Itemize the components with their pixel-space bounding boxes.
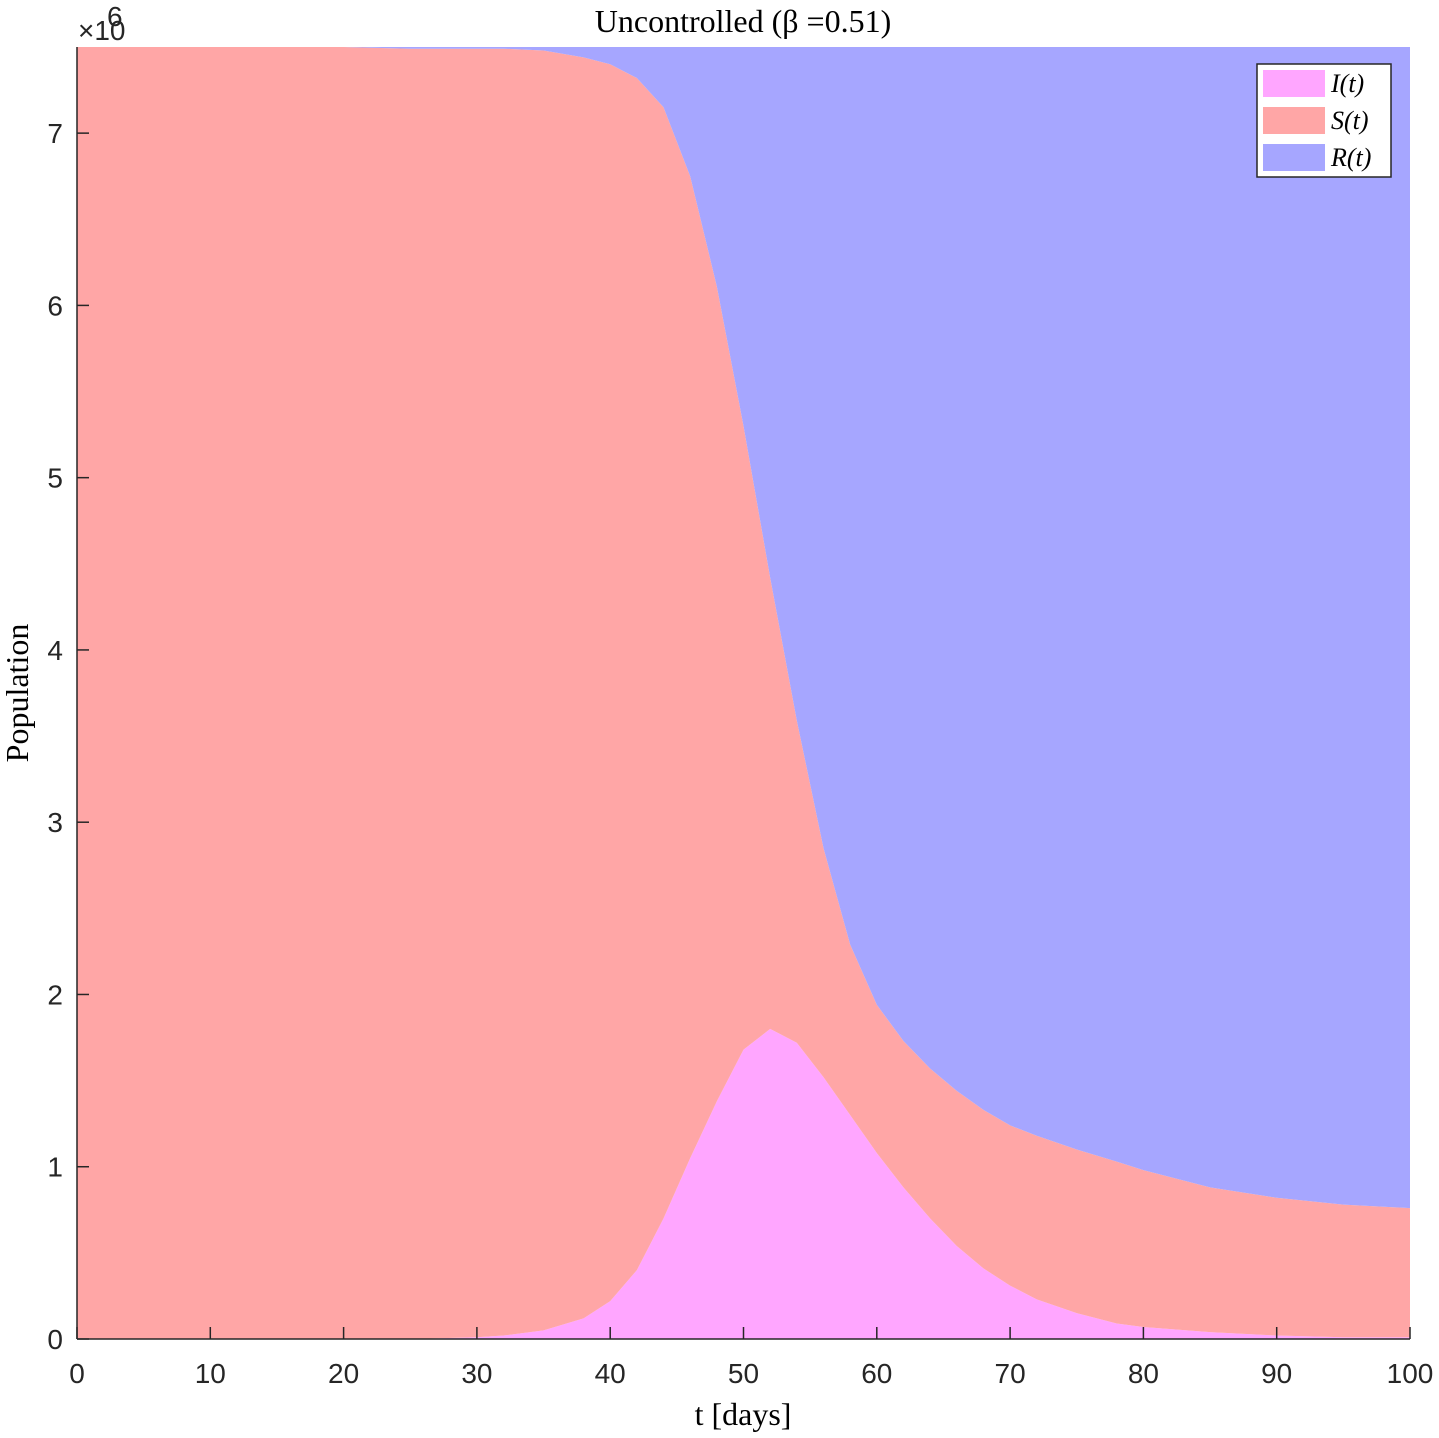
area-series-3 (77, 47, 1410, 1209)
legend-swatch (1263, 70, 1325, 97)
y-exponent-power: 6 (107, 1, 123, 32)
x-tick-label: 80 (1128, 1358, 1159, 1389)
legend-items: I(t) S(t) R(t) (1263, 69, 1371, 172)
x-tick-label: 100 (1387, 1358, 1434, 1389)
x-tick-label: 70 (995, 1358, 1026, 1389)
plot-areas (77, 47, 1410, 1339)
x-tick-label: 10 (195, 1358, 226, 1389)
area-series-2 (77, 47, 1410, 1339)
y-exponent-label: ×10 (78, 15, 126, 46)
x-tick-label: 40 (595, 1358, 626, 1389)
y-axis: 0 1 2 3 4 5 6 7 (47, 47, 89, 1355)
chart-title: Uncontrolled (β =0.51) (595, 3, 891, 39)
x-axis: 0 10 20 30 40 50 60 70 80 90 100 (69, 1327, 1433, 1389)
legend: I(t) S(t) R(t) (1256, 63, 1392, 178)
legend-label: I(t) (1330, 69, 1364, 98)
y-tick-label: 5 (47, 463, 63, 494)
x-tick-label: 20 (328, 1358, 359, 1389)
y-tick-label: 4 (47, 635, 63, 666)
y-tick-label: 2 (47, 979, 63, 1010)
y-tick-label: 0 (47, 1324, 63, 1355)
legend-swatch (1263, 107, 1325, 134)
legend-label: R(t) (1330, 143, 1371, 172)
area-series-1 (77, 1028, 1410, 1339)
legend-swatch (1263, 144, 1325, 171)
x-tick-label: 30 (461, 1358, 492, 1389)
y-tick-label: 6 (47, 290, 63, 321)
y-tick-label: 7 (47, 118, 63, 149)
y-axis-title: Population (0, 624, 35, 763)
x-axis-title: t [days] (695, 1396, 792, 1432)
x-tick-label: 90 (1261, 1358, 1292, 1389)
x-tick-label: 0 (69, 1358, 85, 1389)
legend-label: S(t) (1331, 106, 1369, 135)
y-tick-label: 3 (47, 807, 63, 838)
x-tick-label: 60 (861, 1358, 892, 1389)
x-tick-label: 50 (728, 1358, 759, 1389)
y-tick-label: 1 (47, 1152, 63, 1183)
